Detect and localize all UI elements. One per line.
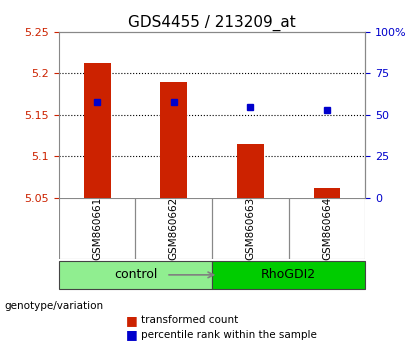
Text: transformed count: transformed count — [141, 315, 238, 325]
Bar — [59, 261, 212, 289]
Text: GSM860663: GSM860663 — [245, 197, 255, 260]
Bar — [212, 261, 365, 289]
Bar — [314, 188, 341, 198]
Bar — [160, 82, 187, 198]
Text: GSM860664: GSM860664 — [322, 197, 332, 260]
Text: GSM860661: GSM860661 — [92, 197, 102, 260]
Text: ■: ■ — [126, 328, 138, 341]
Text: RhoGDI2: RhoGDI2 — [261, 268, 316, 281]
Text: genotype/variation: genotype/variation — [4, 301, 103, 311]
Text: percentile rank within the sample: percentile rank within the sample — [141, 330, 317, 339]
Bar — [237, 144, 264, 198]
Title: GDS4455 / 213209_at: GDS4455 / 213209_at — [128, 14, 296, 30]
Text: ■: ■ — [126, 314, 138, 327]
Bar — [84, 63, 110, 198]
Text: GSM860662: GSM860662 — [169, 197, 179, 260]
Text: control: control — [114, 268, 157, 281]
